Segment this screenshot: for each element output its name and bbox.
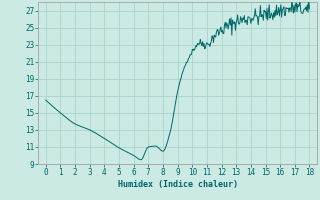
X-axis label: Humidex (Indice chaleur): Humidex (Indice chaleur) (118, 180, 238, 189)
